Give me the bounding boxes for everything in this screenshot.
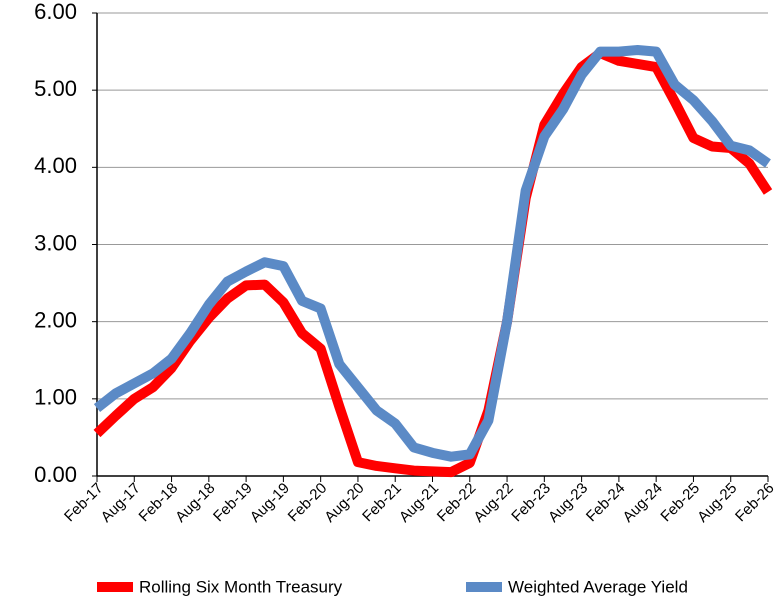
x-tick-label: Aug-25: [694, 480, 740, 526]
series-line: [93, 48, 773, 478]
legend-label: Weighted Average Yield: [508, 577, 688, 596]
x-tick-label: Feb-18: [136, 480, 182, 526]
y-tick-label: 4.00: [34, 153, 77, 178]
x-tick-label: Aug-21: [396, 480, 442, 526]
y-tick-label: 0.00: [34, 462, 77, 487]
x-tick-label: Feb-20: [285, 480, 331, 526]
x-tick-label: Aug-24: [620, 480, 666, 526]
x-tick-label: Feb-25: [657, 480, 703, 526]
x-tick-label: Aug-18: [172, 480, 218, 526]
legend-label: Rolling Six Month Treasury: [139, 577, 343, 596]
x-tick-label: Aug-17: [98, 480, 144, 526]
y-tick-label: 3.00: [34, 230, 77, 255]
series-line: [93, 45, 771, 462]
x-tick-label: Feb-26: [732, 480, 778, 526]
x-tick-label: Feb-19: [210, 480, 256, 526]
x-tick-label: Feb-22: [434, 480, 480, 526]
x-tick-label: Aug-20: [321, 480, 367, 526]
x-tick-label: Aug-22: [470, 480, 516, 526]
y-tick-label: 6.00: [34, 0, 77, 24]
x-tick-label: Feb-24: [583, 480, 629, 526]
y-tick-label: 2.00: [34, 307, 77, 332]
y-tick-label: 5.00: [34, 76, 77, 101]
x-tick-label: Aug-23: [545, 480, 591, 526]
x-tick-label: Feb-21: [359, 480, 405, 526]
x-tick-label: Feb-23: [508, 480, 554, 526]
y-tick-label: 1.00: [34, 385, 77, 410]
x-tick-label: Aug-19: [247, 480, 293, 526]
